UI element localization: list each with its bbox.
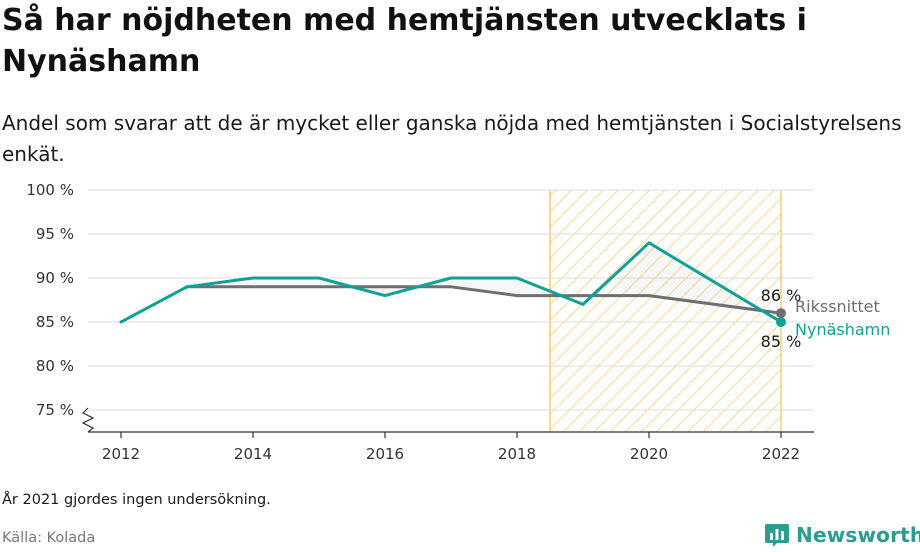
x-tick-label: 2018 bbox=[498, 445, 536, 463]
difference-area bbox=[187, 242, 781, 322]
x-tick-label: 2012 bbox=[102, 445, 140, 463]
footnote: År 2021 gjordes ingen undersökning. bbox=[2, 492, 271, 508]
y-tick-label: 80 % bbox=[36, 357, 74, 375]
y-tick-label: 100 % bbox=[26, 181, 74, 199]
x-tick-label: 2016 bbox=[366, 445, 404, 463]
series-lines bbox=[119, 241, 786, 327]
no-survey-highlight bbox=[549, 190, 782, 432]
y-tick-label: 85 % bbox=[36, 313, 74, 331]
source-text: Källa: Kolada bbox=[2, 530, 96, 546]
x-tick-label: 2022 bbox=[762, 445, 800, 463]
x-tick-label: 2020 bbox=[630, 445, 668, 463]
chart-title: Så har nöjdheten med hemtjänsten utveckl… bbox=[2, 3, 807, 79]
y-tick-labels: 75 % 80 % 85 % 90 % 95 % 100 % bbox=[26, 181, 74, 419]
newsworthy-logo: Newsworthy bbox=[764, 519, 920, 551]
x-tick-labels: 2012 2014 2016 2018 2020 2022 bbox=[102, 432, 800, 463]
newsworthy-chart-icon bbox=[765, 524, 789, 547]
axis-break-icon bbox=[81, 407, 95, 433]
chart-subtitle: Andel som svarar att de är mycket eller … bbox=[2, 111, 902, 166]
end-labels: 86 % 85 % Rikssnittet Nynäshamn bbox=[761, 286, 891, 351]
end-point-riket bbox=[776, 308, 786, 319]
difference-fill bbox=[187, 242, 781, 322]
value-label-riket: 86 % bbox=[761, 286, 802, 305]
end-point-nynashamn bbox=[776, 317, 786, 327]
y-tick-label: 75 % bbox=[36, 401, 74, 419]
line-chart: 75 %80 %85 %90 %95 %100 % 2012 2014 2016 20… bbox=[26, 181, 891, 463]
series-label-nynashamn: Nynäshamn bbox=[795, 320, 890, 339]
y-tick-label: 95 % bbox=[36, 225, 74, 243]
y-tick-label: 90 % bbox=[36, 269, 74, 287]
brand-name: Newsworthy bbox=[796, 523, 920, 547]
highlight-hatch bbox=[550, 190, 781, 432]
series-line-riket bbox=[185, 285, 783, 315]
series-line-nynashamn bbox=[119, 241, 783, 324]
value-label-nynashamn: 85 % bbox=[761, 332, 802, 351]
series-label-riket: Rikssnittet bbox=[795, 297, 880, 316]
x-tick-label: 2014 bbox=[234, 445, 272, 463]
x-axis bbox=[81, 407, 814, 433]
